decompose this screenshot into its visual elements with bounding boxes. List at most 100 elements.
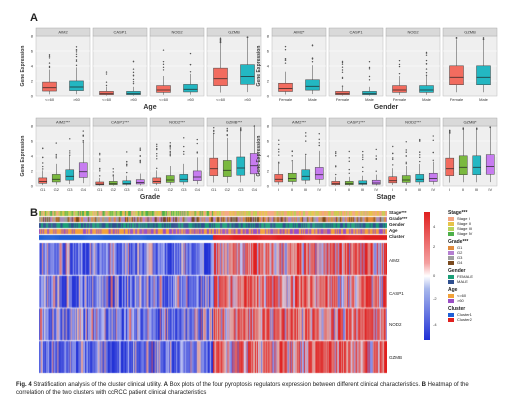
outlier-point (139, 149, 141, 152)
legend-label: MALE (457, 279, 468, 284)
facet-strip (206, 117, 262, 127)
box (236, 156, 246, 176)
legend-label: Cluster1 (457, 312, 472, 317)
x-tick-label: III (361, 187, 364, 192)
x-tick-label: II (405, 187, 407, 192)
outlier-point (55, 153, 57, 156)
box (249, 153, 259, 175)
facet-strip (271, 27, 327, 37)
outlier-point (219, 38, 222, 41)
outlier-point (126, 163, 128, 166)
facet-title: CASP1 (113, 30, 127, 35)
box (287, 173, 297, 182)
outlier-point (48, 66, 51, 69)
y-tick-label: 2 (31, 79, 34, 84)
outlier-point (213, 130, 215, 132)
facet-title: AIM2*** (56, 120, 70, 125)
legend-swatch (448, 260, 454, 265)
x-tick-label: G1 (154, 187, 160, 192)
outlier-point (169, 152, 171, 154)
outlier-point (69, 150, 71, 152)
x-tick-label: Male (308, 97, 317, 102)
outlier-point (112, 168, 114, 170)
x-tick-label: Female (279, 97, 293, 102)
color-scale-bar (424, 212, 430, 340)
x-tick-label: G1 (211, 187, 217, 192)
x-tick-label: I (449, 187, 450, 192)
facet-title: GZMB (464, 30, 476, 35)
outlier-point (362, 156, 364, 158)
legend-label: >60 (457, 298, 464, 303)
y-tick-label: 8 (267, 124, 270, 129)
outlier-point (278, 148, 280, 151)
outlier-point (219, 42, 222, 44)
box (278, 83, 293, 92)
legend-title: Grade*** (448, 239, 469, 245)
outlier-point (368, 61, 371, 63)
outlier-point (419, 139, 421, 142)
x-tick-label: Female (393, 97, 407, 102)
box (69, 80, 84, 91)
outlier-point (362, 154, 364, 156)
legend-item: G3 (448, 255, 506, 260)
box (274, 174, 284, 183)
box (183, 84, 198, 93)
outlier-point (132, 68, 135, 70)
caption-text: Stratification analysis of the cluster c… (31, 382, 164, 388)
legend-swatch (448, 221, 454, 226)
outlier-point (341, 66, 344, 68)
outlier-point (132, 71, 135, 74)
outlier-point (425, 51, 428, 54)
x-tick-label: G4 (138, 187, 144, 192)
facet-strip (271, 117, 327, 127)
outlier-point (348, 160, 350, 163)
outlier-point (55, 142, 57, 144)
x-tick-label: III (418, 187, 421, 192)
outlier-point (75, 59, 78, 61)
x-tick-label: II (348, 187, 350, 192)
outlier-point (278, 151, 280, 153)
outlier-point (75, 60, 78, 62)
outlier-point (392, 145, 394, 148)
outlier-point (48, 57, 51, 59)
outlier-point (169, 144, 171, 147)
legend-swatch (448, 216, 454, 221)
box (401, 175, 411, 183)
outlier-point (362, 170, 364, 173)
color-scale-tick: 2 (433, 244, 436, 249)
outlier-point (42, 165, 44, 168)
x-tick-label: G4 (252, 187, 258, 192)
outlier-point (162, 63, 165, 66)
outlier-point (126, 165, 128, 167)
box (331, 181, 341, 185)
outlier-point (419, 156, 421, 159)
outlier-point (449, 131, 451, 133)
outlier-point (105, 71, 108, 73)
facet-strip (35, 27, 91, 37)
outlier-point (226, 134, 228, 136)
box (305, 79, 320, 91)
facet-strip (149, 27, 205, 37)
x-tick-label: Male (479, 97, 488, 102)
outlier-point (246, 36, 249, 39)
legend-title: Cluster (448, 306, 466, 312)
outlier-point (189, 63, 192, 66)
outlier-point (42, 168, 44, 170)
legend-item: FEMALE (448, 274, 506, 279)
outlier-point (75, 55, 78, 58)
outlier-point (405, 155, 407, 157)
outlier-point (368, 79, 371, 81)
color-scale-tick: -4 (433, 322, 437, 327)
outlier-point (156, 147, 158, 150)
outlier-point (425, 72, 428, 74)
annotation-label-grade: Grade*** (389, 216, 408, 221)
outlier-point (348, 168, 350, 171)
box (388, 176, 398, 184)
box (165, 175, 175, 183)
outlier-point (99, 152, 101, 155)
outlier-point (425, 59, 428, 62)
outlier-point (169, 142, 171, 144)
outlier-point (169, 150, 171, 153)
x-tick-label: G2 (225, 187, 231, 192)
outlier-point (156, 158, 158, 160)
